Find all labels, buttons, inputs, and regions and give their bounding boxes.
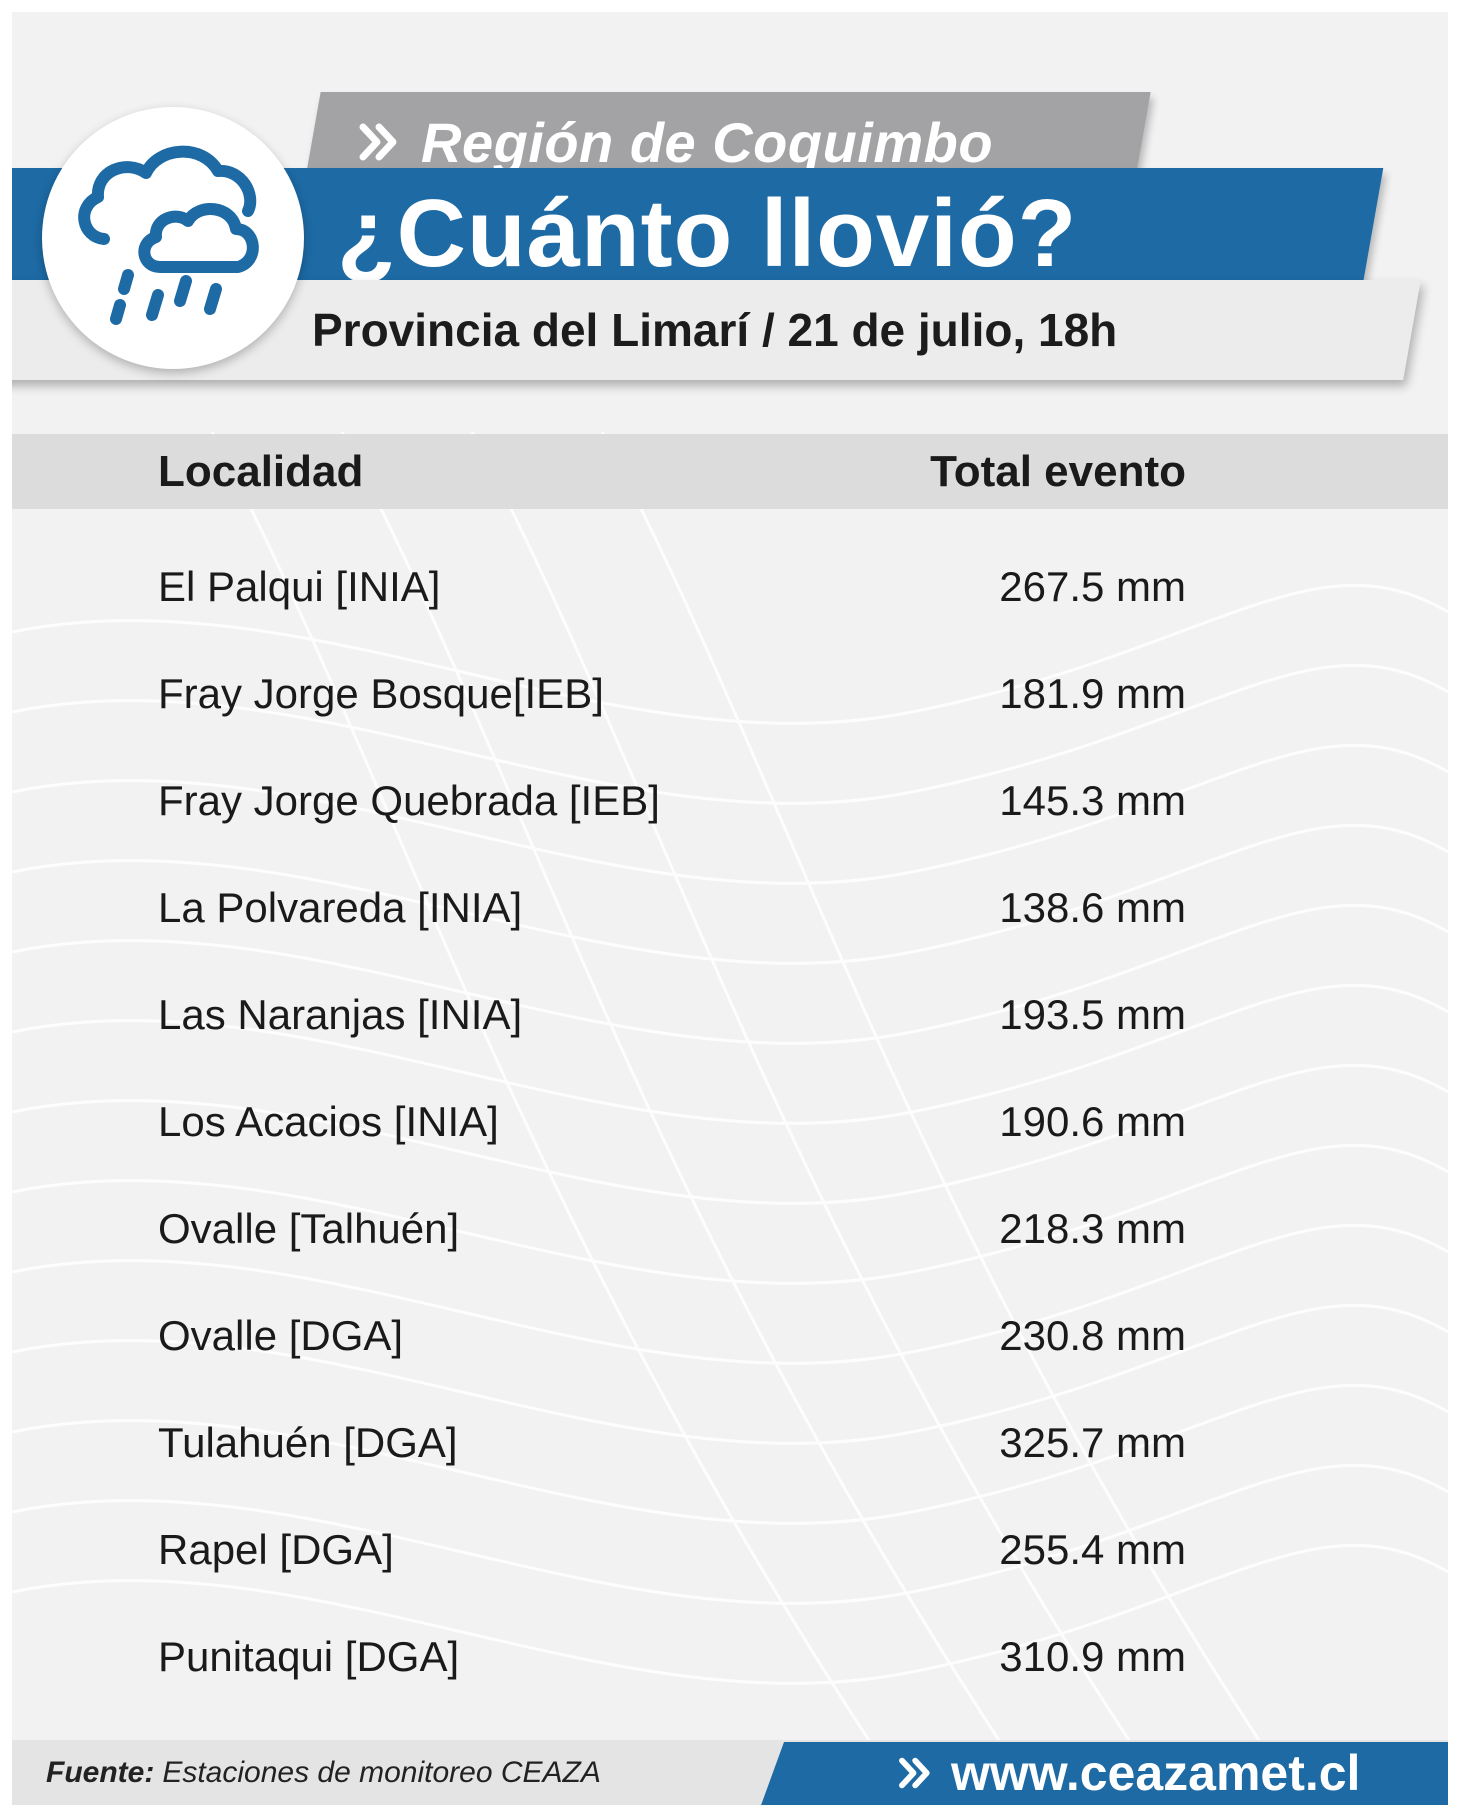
row-total: 310.9 mm [999,1633,1186,1680]
table-row: Las Naranjas [INIA] 193.5 mm [12,975,1448,1055]
row-location: El Palqui [INIA] [158,563,441,610]
row-total: 145.3 mm [999,777,1186,824]
row-total: 255.4 mm [999,1526,1186,1573]
row-total: 230.8 mm [999,1312,1186,1359]
table-row: Fray Jorge Quebrada [IEB] 145.3 mm [12,761,1448,841]
table-row: Tulahuén [DGA] 325.7 mm [12,1403,1448,1483]
table-header: Localidad Total evento [12,434,1448,509]
footer-source: Fuente: Estaciones de monitoreo CEAZA [46,1740,601,1805]
row-total: 181.9 mm [999,670,1186,717]
footer-url-link[interactable]: www.ceazamet.cl [897,1740,1360,1805]
row-location: La Polvareda [INIA] [158,884,523,931]
row-location: Fray Jorge Bosque[IEB] [158,670,604,717]
table-row: Ovalle [DGA] 230.8 mm [12,1296,1448,1376]
row-location: Los Acacios [INIA] [158,1098,499,1145]
region-label: Región de Coquimbo [421,110,994,174]
row-location: Fray Jorge Quebrada [IEB] [158,777,660,824]
row-total: 325.7 mm [999,1419,1186,1466]
region-heading: Región de Coquimbo [357,102,993,182]
double-chevron-icon [899,1757,930,1789]
table-row: Fray Jorge Bosque[IEB] 181.9 mm [12,654,1448,734]
table-row: Rapel [DGA] 255.4 mm [12,1510,1448,1590]
row-location: Las Naranjas [INIA] [158,991,523,1038]
table-row: Punitaqui [DGA] 310.9 mm [12,1617,1448,1697]
source-text: Estaciones de monitoreo CEAZA [162,1755,601,1789]
row-location: Tulahuén [DGA] [158,1419,458,1466]
double-chevron-icon [359,123,397,161]
row-total: 218.3 mm [999,1205,1186,1252]
background-wave-pattern [12,431,1448,1805]
row-total: 267.5 mm [999,563,1186,610]
rain-cloud-icon [78,145,259,325]
source-label: Fuente: [46,1755,155,1789]
table-row: Los Acacios [INIA] 190.6 mm [12,1082,1448,1162]
row-total: 138.6 mm [999,884,1186,931]
page-subtitle: Provincia del Limarí / 21 de julio, 18h [312,304,1118,356]
row-location: Punitaqui [DGA] [158,1633,460,1680]
table-row: El Palqui [INIA] 267.5 mm [12,547,1448,627]
table-row: La Polvareda [INIA] 138.6 mm [12,868,1448,948]
url-text[interactable]: www.ceazamet.cl [951,1745,1361,1801]
column-header-total: Total evento [930,446,1186,496]
row-total: 193.5 mm [999,991,1186,1038]
page-title: ¿Cuánto llovió? [337,180,1078,287]
table-row: Ovalle [Talhuén] 218.3 mm [12,1189,1448,1269]
logo-badge [42,107,304,369]
column-header-location: Localidad [158,446,364,496]
row-location: Ovalle [Talhuén] [158,1205,460,1252]
infographic-card: Región de Coquimbo ¿Cuánto llovió? Provi… [12,12,1448,1805]
row-total: 190.6 mm [999,1098,1186,1145]
row-location: Ovalle [DGA] [158,1312,404,1359]
row-location: Rapel [DGA] [158,1526,394,1573]
